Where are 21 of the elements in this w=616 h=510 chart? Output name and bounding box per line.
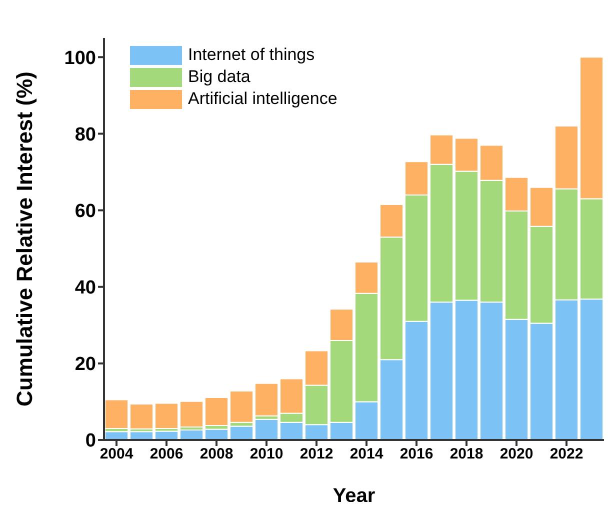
y-tick-label: 40 [74,278,96,299]
y-tick-label: 0 [85,430,96,452]
legend-label: Artificial intelligence [188,89,338,109]
x-tick-label: 2016 [400,446,434,463]
x-tick-label: 2010 [250,446,284,463]
x-tick-label: 2020 [500,446,534,463]
x-tick-label: 2012 [300,446,334,463]
x-tick-label: 2018 [450,446,484,463]
x-tick-label: 2006 [150,446,184,463]
legend-label: Internet of things [188,45,315,65]
y-axis-title: Cumulative Relative Interest (%) [12,72,37,406]
x-tick-label: 2008 [200,446,234,463]
y-tick-label: 100 [64,48,96,69]
legend-label: Big data [188,67,250,87]
y-tick-label: 80 [74,124,96,146]
x-tick-label: 2022 [550,446,584,463]
x-axis-title: Year [332,485,376,507]
x-tick-label: 2004 [100,446,134,463]
x-tick-label: 2014 [350,446,384,463]
y-tick-label: 60 [74,201,96,222]
y-tick-label: 20 [74,354,96,376]
